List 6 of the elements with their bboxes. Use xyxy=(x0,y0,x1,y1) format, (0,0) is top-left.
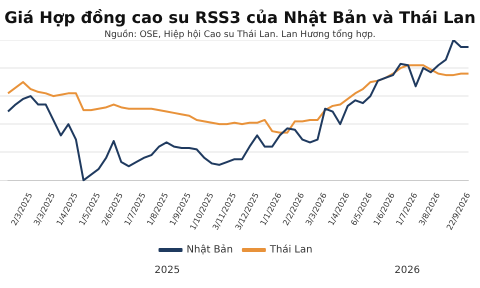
legend-label: Nhật Bản xyxy=(186,244,233,256)
chart-title: Giá Hợp đồng cao su RSS3 của Nhật Bản và Thái Lan xyxy=(3,8,477,27)
text: 2025 xyxy=(154,265,181,278)
text: 2026 xyxy=(394,265,421,278)
legend-label: Thái Lan xyxy=(268,244,312,256)
chart-subtitle: Nguồn: OSE, Hiệp hội Cao su Thái Lan. Lan Hương tổng hợp. xyxy=(103,30,377,40)
